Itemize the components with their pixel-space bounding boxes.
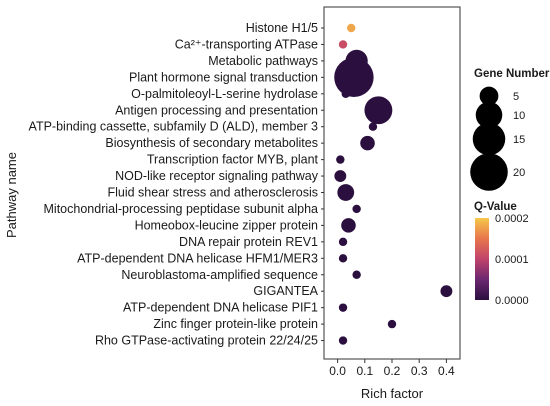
data-point: [345, 49, 368, 73]
data-point: [387, 319, 397, 329]
category-label: Metabolic pathways: [208, 54, 318, 68]
size-legend: Gene Number 5 10 15 20: [470, 68, 550, 191]
data-point: [352, 204, 361, 214]
data-point: [338, 303, 348, 312]
category-label: Mitochondrial-processing peptidase subun…: [44, 202, 319, 216]
color-legend-label: 0.0001: [495, 254, 529, 266]
category-label: O-palmitoleoyl-L-serine hydrolase: [131, 87, 318, 101]
x-tick-label: 0.3: [411, 364, 428, 378]
color-legend-title: Q-Value: [474, 201, 517, 213]
x-axis-title: Rich factor: [361, 386, 424, 401]
size-legend-circle: [472, 122, 506, 156]
category-label: Biosynthesis of secondary metabolites: [105, 136, 318, 150]
category-label: Zinc finger protein-like protein: [153, 317, 318, 331]
category-label: GIGANTEA: [253, 284, 318, 298]
x-tick-label: 0.2: [384, 364, 401, 378]
category-label: Transcription factor MYB, plant: [147, 153, 319, 167]
data-point: [341, 218, 356, 233]
x-tick-label: 0.0: [329, 364, 346, 378]
data-point: [341, 89, 350, 99]
color-legend-label: 0.0000: [495, 295, 529, 307]
size-legend-label: 15: [513, 134, 525, 146]
data-point: [347, 23, 356, 33]
category-label: ATP-binding cassette, subfamily D (ALD),…: [29, 120, 319, 134]
color-legend-label: 0.0002: [495, 213, 529, 225]
category-label: Rho GTPase-activating protein 22/24/25: [95, 334, 318, 348]
category-label: Antigen processing and presentation: [115, 103, 318, 117]
data-point: [337, 184, 355, 201]
data-point: [368, 122, 378, 131]
data-point: [336, 155, 345, 164]
category-label: Histone H1/5: [246, 21, 318, 35]
category-label: Fluid shear stress and atherosclerosis: [107, 186, 318, 200]
data-point: [338, 336, 348, 345]
category-label: ATP-dependent DNA helicase HFM1/MER3: [77, 251, 318, 265]
y-axis-title: Pathway name: [4, 152, 19, 238]
data-point: [334, 170, 347, 182]
data-point: [338, 254, 348, 263]
size-legend-circle: [475, 101, 503, 129]
category-label: Neuroblastoma-amplified sequence: [121, 268, 318, 282]
data-point: [338, 237, 348, 247]
x-tick-label: 0.1: [356, 364, 373, 378]
category-label: Homeobox-leucine zipper protein: [135, 218, 318, 232]
category-label: Ca²⁺-transporting ATPase: [175, 37, 318, 51]
size-legend-circle: [470, 153, 508, 191]
size-legend-label: 10: [513, 110, 525, 122]
category-label: ATP-dependent DNA helicase PIF1: [123, 301, 318, 315]
color-legend: Q-Value 0.0002 0.0001 0.0000: [474, 201, 529, 307]
size-legend-title: Gene Number: [474, 68, 550, 80]
data-point: [364, 96, 393, 125]
size-legend-label: 5: [513, 91, 519, 103]
data-point: [338, 40, 348, 49]
y-axis-title-group: Pathway name: [4, 152, 19, 238]
x-axis-ticks: 0.0 0.1 0.2 0.3 0.4: [329, 359, 455, 378]
data-point: [360, 135, 375, 151]
data-point: [440, 285, 453, 298]
category-label: Plant hormone signal transduction: [129, 70, 318, 84]
data-point: [352, 270, 361, 279]
size-legend-label: 20: [513, 167, 525, 179]
size-legend-circle: [479, 86, 499, 106]
data-points: [334, 23, 453, 345]
x-tick-label: 0.4: [438, 364, 455, 378]
category-label: DNA repair protein REV1: [179, 235, 318, 249]
category-labels: Histone H1/5 Ca²⁺-transporting ATPase Meta…: [29, 21, 324, 348]
color-legend-bar: [475, 218, 489, 300]
category-label: NOD-like receptor signaling pathway: [115, 169, 319, 183]
